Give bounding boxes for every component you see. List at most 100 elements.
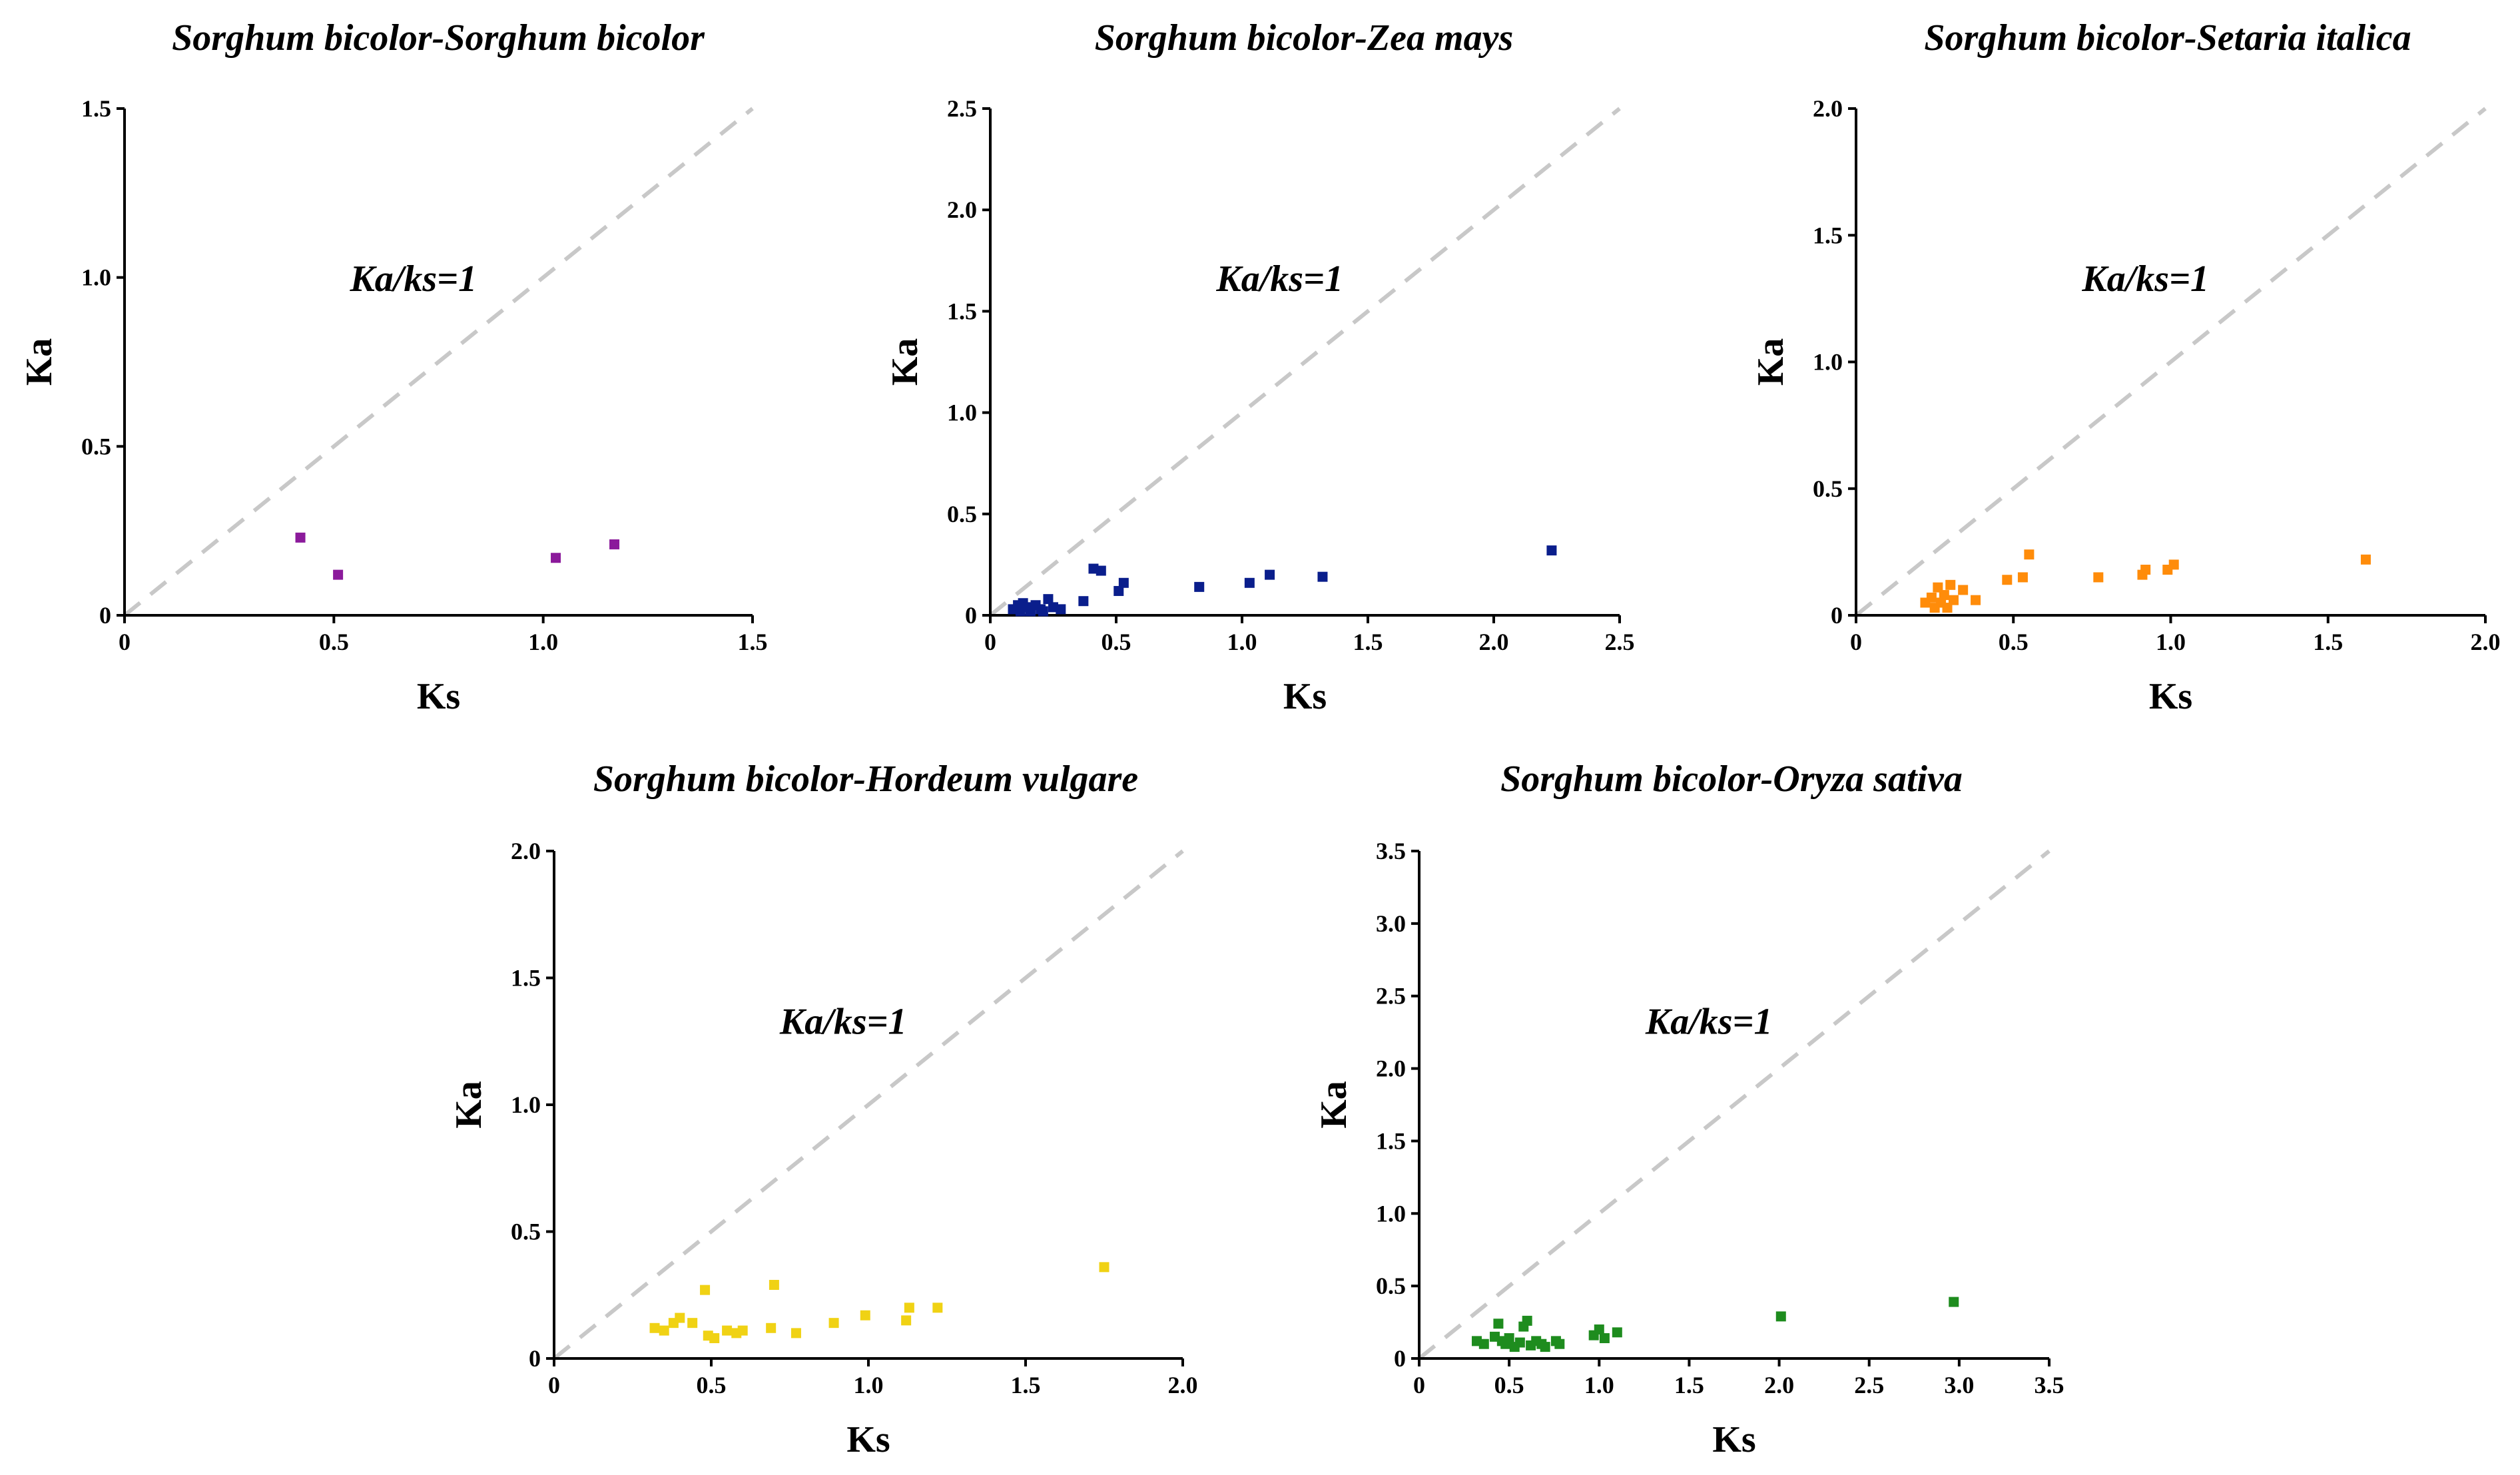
data-point: [687, 1318, 698, 1328]
x-tick-label: 2.0: [2471, 629, 2501, 655]
x-tick-label: 0: [1413, 1372, 1425, 1398]
y-tick-label: 1.5: [511, 965, 541, 992]
data-point: [1971, 595, 1981, 605]
x-tick-label: 2.5: [1605, 629, 1635, 655]
x-tick-label: 0.5: [319, 629, 349, 655]
y-axis-label: Ka: [1750, 338, 1791, 386]
data-point: [675, 1313, 685, 1323]
x-axis-label: Ks: [417, 676, 460, 717]
reference-line: [123, 107, 754, 617]
y-tick-label: 0: [965, 602, 977, 629]
data-point: [1942, 603, 1953, 613]
y-axis-label: Ka: [448, 1081, 489, 1129]
data-point: [295, 532, 306, 543]
data-point: [1265, 569, 1275, 580]
x-tick-label: 0: [1850, 629, 1862, 655]
data-point: [1118, 577, 1129, 588]
x-tick-label: 1.5: [1011, 1372, 1041, 1398]
y-tick-label: 2.0: [511, 838, 541, 864]
data-point: [2024, 549, 2035, 560]
data-point: [551, 553, 561, 563]
y-axis-label: Ka: [1313, 1081, 1355, 1129]
x-tick-label: 3.0: [1944, 1372, 1974, 1398]
data-point: [1948, 595, 1959, 605]
y-tick-label: 0.5: [511, 1219, 541, 1245]
data-point: [1599, 1333, 1610, 1344]
y-tick-label: 2.5: [1376, 983, 1406, 1010]
data-point: [769, 1280, 779, 1291]
data-point: [1099, 1262, 1109, 1273]
data-point: [333, 569, 344, 580]
y-tick-label: 2.5: [947, 95, 977, 122]
x-tick-label: 1.0: [854, 1372, 884, 1398]
data-point: [737, 1325, 748, 1336]
y-tick-label: 2.0: [947, 196, 977, 223]
x-tick-label: 0: [984, 629, 996, 655]
y-tick-label: 1.5: [947, 298, 977, 324]
y-tick-label: 1.5: [1813, 222, 1843, 248]
y-tick-label: 0: [1831, 602, 1843, 629]
x-tick-label: 1.5: [2313, 629, 2343, 655]
y-tick-label: 0.5: [1376, 1273, 1406, 1299]
reference-line-label: Ka/ks=1: [2081, 258, 2209, 300]
data-point: [1554, 1338, 1565, 1349]
x-tick-label: 1.5: [1674, 1372, 1704, 1398]
y-tick-label: 1.0: [81, 264, 111, 291]
data-point: [609, 539, 620, 549]
data-point: [1113, 585, 1124, 596]
x-tick-label: 1.0: [2156, 629, 2186, 655]
chart-title: Sorghum bicolor-Hordeum vulgare: [593, 758, 1138, 800]
chart-title: Sorghum bicolor-Oryza sativa: [1500, 758, 1963, 800]
data-point: [2093, 572, 2104, 583]
data-point: [860, 1310, 870, 1321]
y-tick-label: 1.5: [1376, 1127, 1406, 1154]
y-tick-label: 1.0: [1376, 1200, 1406, 1227]
data-point: [1775, 1311, 1786, 1322]
reference-line-label: Ka/ks=1: [1645, 1001, 1773, 1042]
reference-line: [1418, 849, 2050, 1360]
data-point: [1926, 592, 1937, 603]
data-point: [649, 1323, 660, 1333]
data-point: [1015, 606, 1026, 617]
data-point: [1949, 1297, 1959, 1307]
x-tick-label: 2.0: [1479, 629, 1509, 655]
data-point: [1244, 577, 1255, 588]
y-tick-label: 0.5: [947, 501, 977, 527]
y-tick-label: 2.0: [1813, 95, 1843, 122]
chart-title: Sorghum bicolor-Sorghum bicolor: [172, 17, 705, 59]
chart-title: Sorghum bicolor-Setaria italica: [1924, 17, 2411, 59]
data-point: [901, 1315, 912, 1326]
reference-line: [989, 107, 1621, 617]
y-tick-label: 1.0: [947, 400, 977, 426]
data-point: [790, 1328, 801, 1338]
data-point: [659, 1325, 669, 1336]
data-point: [1504, 1333, 1514, 1344]
x-tick-label: 0.5: [1494, 1372, 1524, 1398]
reference-line: [1855, 107, 2487, 617]
data-point: [1194, 581, 1205, 592]
data-point: [2168, 559, 2179, 570]
y-tick-label: 0: [1394, 1345, 1406, 1372]
y-axis-label: Ka: [884, 338, 926, 386]
y-tick-label: 3.5: [1376, 838, 1406, 864]
x-axis-label: Ks: [1712, 1419, 1755, 1460]
x-tick-label: 1.0: [1584, 1372, 1614, 1398]
x-tick-label: 2.5: [1854, 1372, 1884, 1398]
y-tick-label: 3.0: [1376, 910, 1406, 937]
y-tick-label: 0.5: [81, 433, 111, 459]
data-point: [1096, 565, 1106, 576]
data-point: [2140, 565, 2151, 575]
x-tick-label: 1.0: [1227, 629, 1257, 655]
y-tick-label: 0: [99, 602, 111, 629]
data-point: [1612, 1327, 1622, 1338]
x-tick-label: 0.5: [1999, 629, 2029, 655]
reference-line-label: Ka/ks=1: [779, 1001, 907, 1042]
x-tick-label: 3.5: [2035, 1372, 2064, 1398]
data-point: [1088, 563, 1099, 574]
data-point: [1933, 582, 1943, 593]
data-point: [2017, 572, 2028, 583]
x-tick-label: 0: [119, 629, 131, 655]
data-point: [1048, 602, 1058, 613]
x-axis-label: Ks: [2149, 676, 2192, 717]
